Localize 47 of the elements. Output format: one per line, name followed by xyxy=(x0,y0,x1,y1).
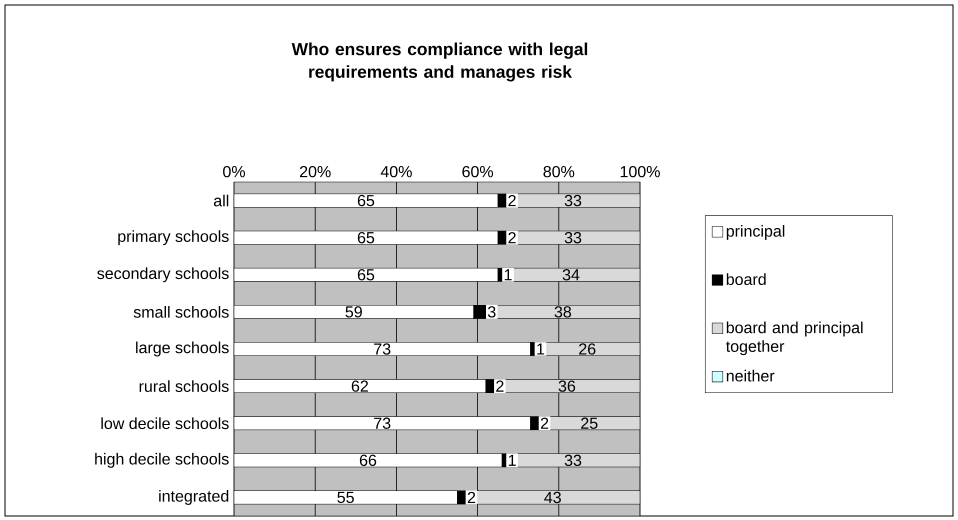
data-label: 66 xyxy=(360,454,376,466)
data-label: 55 xyxy=(337,492,354,504)
data-label: 36 xyxy=(558,380,576,392)
data-label: 33 xyxy=(564,194,582,206)
y-tick-label: integrated xyxy=(159,490,228,505)
data-label: 38 xyxy=(554,306,572,318)
y-tick-label: rural schools xyxy=(140,380,229,392)
y-tick-label: large schools xyxy=(136,342,229,356)
x-tick-label: 100% xyxy=(620,166,660,178)
legend-label: neither xyxy=(726,370,774,382)
data-label: 65 xyxy=(358,269,374,280)
data-label: 26 xyxy=(579,343,596,355)
data-label: 2 xyxy=(508,232,516,244)
x-tick-label: 60% xyxy=(462,166,494,178)
data-label: 1 xyxy=(504,269,512,280)
y-tick-label: high decile schools xyxy=(95,452,229,468)
data-label: 1 xyxy=(508,454,516,466)
data-label: 33 xyxy=(564,232,582,244)
data-label: 33 xyxy=(564,454,582,466)
data-label: 62 xyxy=(352,380,368,392)
x-tick-label: 20% xyxy=(300,166,331,178)
x-tick-label: 80% xyxy=(543,166,574,178)
x-tick-label: 0% xyxy=(223,166,245,178)
data-label: 3 xyxy=(488,306,496,318)
data-label: 73 xyxy=(374,343,390,355)
legend-label: board xyxy=(726,273,766,286)
data-label: 1 xyxy=(537,344,544,355)
data-label: 65 xyxy=(358,194,374,206)
data-label: 2 xyxy=(540,418,548,429)
data-label: 2 xyxy=(496,380,504,392)
data-label: 59 xyxy=(346,306,362,318)
y-tick-label: primary schools xyxy=(118,230,229,246)
data-label: 34 xyxy=(562,269,580,280)
data-label: 65 xyxy=(358,232,374,244)
y-tick-label: small schools xyxy=(134,306,229,318)
legend-label: board and principal together xyxy=(726,322,863,356)
legend-label: principal xyxy=(726,225,784,240)
y-tick-label: low decile schools xyxy=(101,417,229,430)
data-label: 2 xyxy=(468,492,476,504)
data-label: 43 xyxy=(544,492,561,504)
x-tick-label: 40% xyxy=(380,166,412,178)
data-label: 73 xyxy=(374,418,390,429)
data-label: 2 xyxy=(508,194,516,206)
y-tick-label: all xyxy=(214,194,228,206)
data-label: 25 xyxy=(581,418,598,429)
y-tick-label: secondary schools xyxy=(97,267,229,282)
chart-title: Who ensures compliance with legal requirements and manages risk xyxy=(292,42,588,82)
